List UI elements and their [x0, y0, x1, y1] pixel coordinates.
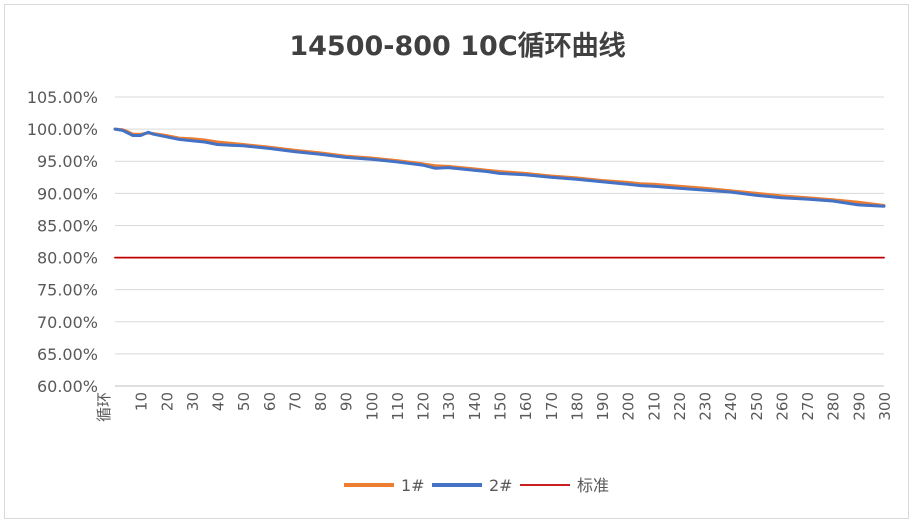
gridlines [115, 96, 884, 387]
legend-label-2: 2# [489, 476, 513, 495]
series-line-2 [113, 127, 886, 208]
x-tick-label: 180 [568, 392, 586, 421]
series-line-1 [113, 127, 886, 207]
x-tick-label: 30 [184, 392, 202, 411]
x-tick-label: 130 [440, 392, 458, 421]
x-axis: 循环 10 20 30 40 50 60 70 80 90 100 110 120 130 140 150 16… [95, 385, 894, 422]
x-tick-label: 230 [697, 392, 715, 421]
x-tick-label: 140 [466, 392, 484, 421]
x-tick-label: 240 [722, 392, 740, 421]
x-tick-label: 60 [261, 392, 279, 411]
x-tick-label: 190 [594, 392, 612, 421]
x-tick-label: 290 [850, 392, 868, 421]
y-tick-label: 80.00% [37, 249, 98, 268]
x-tick-label: 50 [235, 392, 253, 411]
y-tick-label: 100.00% [27, 120, 98, 139]
x-tick-label: 250 [748, 392, 766, 421]
legend: 1# 2# 标准 [344, 476, 609, 495]
x-tick-label: 150 [492, 392, 510, 421]
y-tick-label: 85.00% [37, 216, 98, 235]
x-tick-label: 300 [876, 392, 894, 421]
x-tick-label: 210 [645, 392, 663, 421]
y-tick-label: 65.00% [37, 345, 98, 364]
x-tick-label: 循环 [95, 392, 113, 422]
series-lines [113, 127, 886, 259]
x-tick-label: 110 [389, 392, 407, 421]
x-tick-label: 90 [338, 392, 356, 411]
y-tick-label: 105.00% [27, 88, 98, 107]
chart-frame [4, 4, 909, 519]
x-tick-label: 220 [671, 392, 689, 421]
x-tick-label: 80 [312, 392, 330, 411]
x-tick-label: 70 [286, 392, 304, 411]
legend-label-1: 1# [401, 476, 425, 495]
x-tick-label: 200 [620, 392, 638, 421]
y-tick-label: 95.00% [37, 152, 98, 171]
y-tick-label: 60.00% [37, 377, 98, 396]
x-tick-label: 280 [825, 392, 843, 421]
x-tick-label: 40 [210, 392, 228, 411]
y-tick-label: 90.00% [37, 184, 98, 203]
x-tick-label: 100 [363, 392, 381, 421]
x-tick-label: 10 [133, 392, 151, 411]
chart-title: 14500-800 10C循环曲线 [289, 31, 626, 62]
x-tick-label: 120 [415, 392, 433, 421]
legend-label-3: 标准 [577, 476, 609, 495]
x-tick-label: 160 [517, 392, 535, 421]
y-axis: 60.00% 65.00% 70.00% 75.00% 80.00% 85.00% 90.0… [27, 88, 98, 396]
x-tick-label: 260 [773, 392, 791, 421]
y-tick-label: 75.00% [37, 281, 98, 300]
x-tick-label: 270 [799, 392, 817, 421]
x-tick-label: 20 [158, 392, 176, 411]
x-tick-label: 170 [543, 392, 561, 421]
y-tick-label: 70.00% [37, 313, 98, 332]
